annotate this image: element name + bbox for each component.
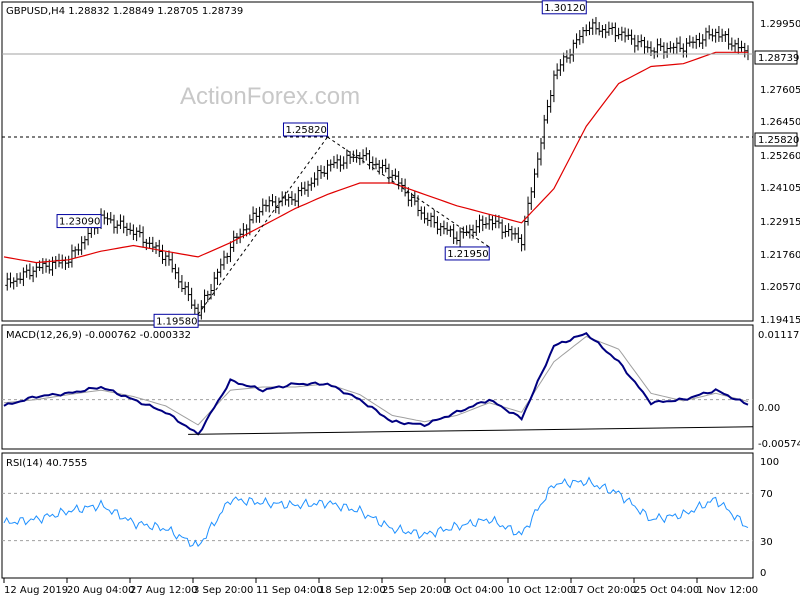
swing-trend-line bbox=[197, 136, 328, 315]
rsi-layer bbox=[2, 476, 753, 548]
annotation-box bbox=[444, 246, 490, 261]
x-tick-label: 25 Sep 20:00 bbox=[382, 585, 449, 596]
price-overlays: 1.30120 1.25820 1.23090 1.21950 1.19580 bbox=[2, 0, 753, 328]
swing-trend-line bbox=[327, 136, 490, 248]
annotation-label: 1.23090 bbox=[59, 217, 100, 228]
rsi-y-tick: 30 bbox=[760, 537, 773, 548]
annotation-label: 1.21950 bbox=[447, 249, 488, 260]
rsi-line bbox=[3, 476, 749, 548]
price-bars bbox=[5, 17, 750, 322]
price-y-tick: 1.29950 bbox=[760, 19, 800, 30]
price-y-tick: 1.20570 bbox=[760, 282, 800, 293]
x-tick-label: 11 Sep 04:00 bbox=[256, 585, 323, 596]
rsi-y-tick: 70 bbox=[760, 489, 773, 500]
x-tick-label: 20 Aug 04:00 bbox=[67, 585, 134, 596]
price-y-tick: 1.26450 bbox=[760, 117, 800, 128]
rsi-y-tick: 100 bbox=[760, 457, 779, 468]
price-header: GBPUSD,H4 1.28832 1.28849 1.28705 1.2873… bbox=[6, 6, 243, 17]
x-tick-label: 17 Oct 20:00 bbox=[571, 585, 636, 596]
x-tick-label: 25 Oct 04:00 bbox=[634, 585, 699, 596]
price-y-tick: 1.19415 bbox=[760, 315, 800, 326]
rsi-panel-frame bbox=[1, 452, 754, 579]
current-price-box bbox=[754, 50, 798, 65]
macd-header: MACD(12,26,9) -0.000762 -0.000332 bbox=[6, 330, 191, 341]
macd-y-tick: -0.005746 bbox=[758, 439, 800, 450]
rsi-header: RSI(14) 40.7555 bbox=[6, 458, 87, 469]
price-y-tick: 1.27605 bbox=[760, 85, 800, 96]
price-y-tick: 1.22915 bbox=[760, 217, 800, 228]
price-panel-frame bbox=[1, 1, 754, 322]
x-tick-label: 10 Oct 12:00 bbox=[508, 585, 573, 596]
annotation-box bbox=[56, 214, 102, 229]
macd-y-tick: 0.00 bbox=[758, 403, 780, 414]
x-tick-label: 27 Aug 12:00 bbox=[130, 585, 197, 596]
annotation-box bbox=[541, 0, 587, 15]
x-tick-label: 1 Nov 12:00 bbox=[697, 585, 758, 596]
x-tick-label: 18 Sep 12:00 bbox=[319, 585, 386, 596]
watermark: ActionForex.com bbox=[180, 83, 360, 110]
macd-y-axis: 0.011177 0.00 -0.005746 bbox=[758, 330, 800, 450]
moving-average-line bbox=[3, 51, 748, 264]
x-tick-label: 3 Oct 04:00 bbox=[445, 585, 504, 596]
price-y-tick: 1.21760 bbox=[760, 250, 800, 261]
annotation-label: 1.30120 bbox=[544, 3, 585, 14]
annotation-box bbox=[282, 122, 328, 137]
x-tick-label: 3 Sep 20:00 bbox=[193, 585, 253, 596]
rsi-y-axis: 100 70 30 0 bbox=[760, 457, 779, 579]
level-price-label: 1.25820 bbox=[758, 135, 799, 146]
current-price-label: 1.28739 bbox=[758, 53, 799, 64]
rsi-y-tick: 0 bbox=[760, 568, 766, 579]
macd-layer bbox=[2, 331, 754, 436]
price-y-tick: 1.24105 bbox=[760, 183, 800, 194]
level-price-box bbox=[754, 132, 798, 147]
macd-trendline bbox=[188, 426, 754, 435]
annotation-label: 1.25820 bbox=[285, 125, 326, 136]
annotation-box bbox=[153, 313, 199, 328]
annotation-label: 1.19580 bbox=[156, 316, 197, 327]
macd-signal-line bbox=[3, 335, 749, 426]
macd-y-tick: 0.011177 bbox=[758, 330, 800, 341]
price-y-tick: 1.25260 bbox=[760, 151, 800, 162]
macd-line bbox=[3, 331, 749, 436]
x-tick-label: 12 Aug 2019 bbox=[4, 585, 68, 596]
price-y-axis: 1.29950 1.27605 1.26450 1.25260 1.24105 … bbox=[760, 19, 800, 326]
macd-panel-frame bbox=[1, 324, 754, 450]
